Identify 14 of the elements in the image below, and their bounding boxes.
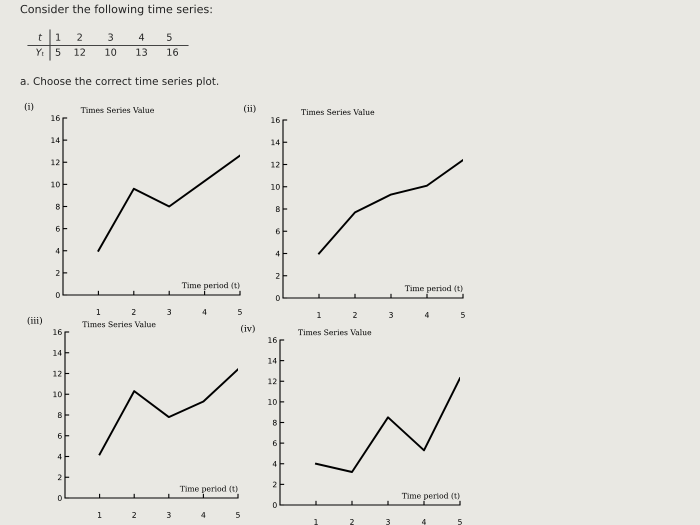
chart-title: (iii) xyxy=(28,316,42,326)
chart-title: (i) xyxy=(24,102,34,112)
text: 5 12 10 13 16 xyxy=(56,48,178,56)
line-series xyxy=(315,377,460,473)
text: 1 2 3 4 5 xyxy=(56,33,172,41)
line-series xyxy=(98,368,238,456)
line-series xyxy=(97,154,240,252)
text: Consider the following time series: xyxy=(20,4,212,16)
text: Yₜ xyxy=(36,48,44,56)
chart-title: (ii) xyxy=(244,104,256,114)
chart-title: (iv) xyxy=(241,324,255,334)
text: a. Choose the correct time series plot. xyxy=(20,76,218,88)
line-series xyxy=(318,159,463,254)
text: t xyxy=(38,34,42,41)
